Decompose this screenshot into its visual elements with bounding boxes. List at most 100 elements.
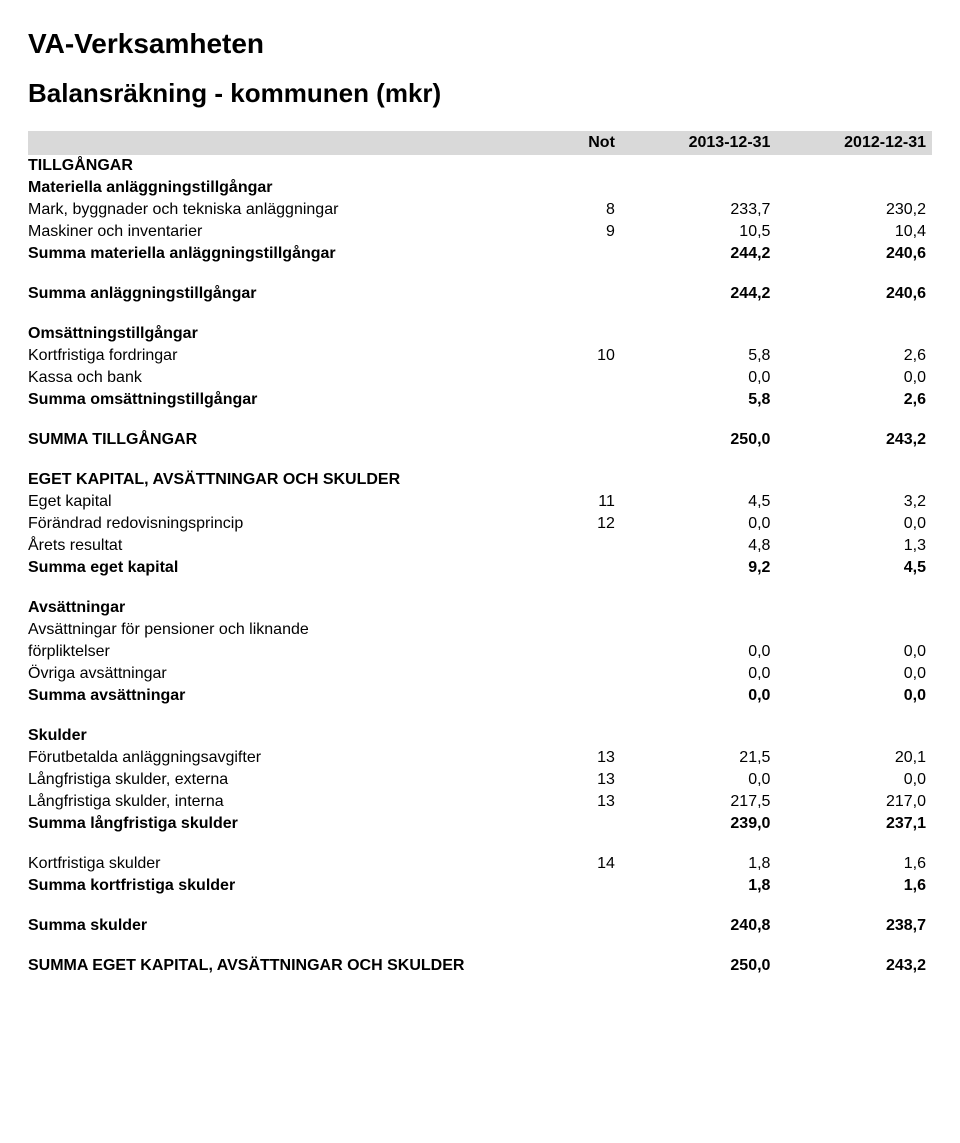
row-label: Kassa och bank <box>28 367 527 389</box>
row-value-2: 240,6 <box>776 283 932 305</box>
row-value-2: 243,2 <box>776 955 932 977</box>
row-note: 14 <box>527 853 621 875</box>
row-value-2 <box>776 597 932 619</box>
row-value-2: 4,5 <box>776 557 932 579</box>
table-row: förpliktelser 0,00,0 <box>28 641 932 663</box>
row-value-2: 230,2 <box>776 199 932 221</box>
row-value-1: 239,0 <box>621 813 777 835</box>
row-note <box>527 955 621 977</box>
row-value-1: 0,0 <box>621 769 777 791</box>
gap-cell <box>28 897 932 915</box>
table-row <box>28 579 932 597</box>
row-value-2: 1,6 <box>776 853 932 875</box>
row-value-1 <box>621 597 777 619</box>
table-row: Summa anläggningstillgångar244,2240,6 <box>28 283 932 305</box>
table-row <box>28 835 932 853</box>
gap-cell <box>28 937 932 955</box>
row-label: SUMMA TILLGÅNGAR <box>28 429 527 451</box>
table-row: Summa omsättningstillgångar5,82,6 <box>28 389 932 411</box>
table-row: Skulder <box>28 725 932 747</box>
row-note <box>527 875 621 897</box>
row-value-1 <box>621 323 777 345</box>
table-row: Avsättningar <box>28 597 932 619</box>
row-label: Långfristiga skulder, interna <box>28 791 527 813</box>
row-label: förpliktelser <box>28 641 527 663</box>
row-note: 8 <box>527 199 621 221</box>
row-value-1 <box>621 155 777 177</box>
table-row <box>28 897 932 915</box>
row-note <box>527 535 621 557</box>
table-row: Summa kortfristiga skulder1,81,6 <box>28 875 932 897</box>
row-value-2: 0,0 <box>776 367 932 389</box>
table-row <box>28 937 932 955</box>
row-label: Summa omsättningstillgångar <box>28 389 527 411</box>
table-row: SUMMA EGET KAPITAL, AVSÄTTNINGAR OCH SKU… <box>28 955 932 977</box>
row-value-1: 1,8 <box>621 875 777 897</box>
row-value-2: 238,7 <box>776 915 932 937</box>
table-row: Mark, byggnader och tekniska anläggninga… <box>28 199 932 221</box>
row-value-1: 0,0 <box>621 641 777 663</box>
row-value-1 <box>621 725 777 747</box>
row-value-1: 250,0 <box>621 955 777 977</box>
header-note: Not <box>527 131 621 155</box>
row-value-2: 0,0 <box>776 513 932 535</box>
row-note: 9 <box>527 221 621 243</box>
table-row <box>28 265 932 283</box>
table-row: Kassa och bank 0,00,0 <box>28 367 932 389</box>
row-note <box>527 243 621 265</box>
table-row: Långfristiga skulder, interna13217,5217,… <box>28 791 932 813</box>
row-note: 11 <box>527 491 621 513</box>
row-note: 13 <box>527 747 621 769</box>
row-value-1 <box>621 469 777 491</box>
row-value-2: 0,0 <box>776 641 932 663</box>
row-label: Summa materiella anläggningstillgångar <box>28 243 527 265</box>
row-value-1: 217,5 <box>621 791 777 813</box>
row-label: Summa eget kapital <box>28 557 527 579</box>
row-note <box>527 177 621 199</box>
row-label: SUMMA EGET KAPITAL, AVSÄTTNINGAR OCH SKU… <box>28 955 527 977</box>
table-row: Summa skulder 240,8238,7 <box>28 915 932 937</box>
header-blank <box>28 131 527 155</box>
row-value-1: 240,8 <box>621 915 777 937</box>
table-row: Materiella anläggningstillgångar <box>28 177 932 199</box>
gap-cell <box>28 411 932 429</box>
row-value-2: 2,6 <box>776 389 932 411</box>
row-value-2: 0,0 <box>776 769 932 791</box>
table-row <box>28 411 932 429</box>
row-label: Summa skulder <box>28 915 527 937</box>
row-value-2: 0,0 <box>776 685 932 707</box>
row-label: Summa kortfristiga skulder <box>28 875 527 897</box>
row-label: Förutbetalda anläggningsavgifter <box>28 747 527 769</box>
table-row: Kortfristiga skulder141,81,6 <box>28 853 932 875</box>
row-note <box>527 389 621 411</box>
row-value-1: 244,2 <box>621 243 777 265</box>
row-value-2: 0,0 <box>776 663 932 685</box>
table-row: Kortfristiga fordringar105,82,6 <box>28 345 932 367</box>
row-value-2 <box>776 323 932 345</box>
gap-cell <box>28 835 932 853</box>
row-note: 13 <box>527 769 621 791</box>
row-value-2 <box>776 725 932 747</box>
row-value-1: 0,0 <box>621 685 777 707</box>
row-label: Förändrad redovisningsprincip <box>28 513 527 535</box>
row-value-2: 240,6 <box>776 243 932 265</box>
row-label: Övriga avsättningar <box>28 663 527 685</box>
row-value-2: 237,1 <box>776 813 932 835</box>
gap-cell <box>28 305 932 323</box>
row-value-1: 250,0 <box>621 429 777 451</box>
header-col1: 2013-12-31 <box>621 131 777 155</box>
row-label: TILLGÅNGAR <box>28 155 527 177</box>
table-row: Förändrad redovisningsprincip120,00,0 <box>28 513 932 535</box>
row-label: Mark, byggnader och tekniska anläggninga… <box>28 199 527 221</box>
table-row: TILLGÅNGAR <box>28 155 932 177</box>
row-value-1: 0,0 <box>621 663 777 685</box>
row-note <box>527 323 621 345</box>
row-value-1: 0,0 <box>621 367 777 389</box>
row-value-2: 1,3 <box>776 535 932 557</box>
row-note: 13 <box>527 791 621 813</box>
row-value-1: 4,8 <box>621 535 777 557</box>
table-row: Avsättningar för pensioner och liknande <box>28 619 932 641</box>
row-value-2 <box>776 469 932 491</box>
row-label: Materiella anläggningstillgångar <box>28 177 527 199</box>
row-note <box>527 155 621 177</box>
